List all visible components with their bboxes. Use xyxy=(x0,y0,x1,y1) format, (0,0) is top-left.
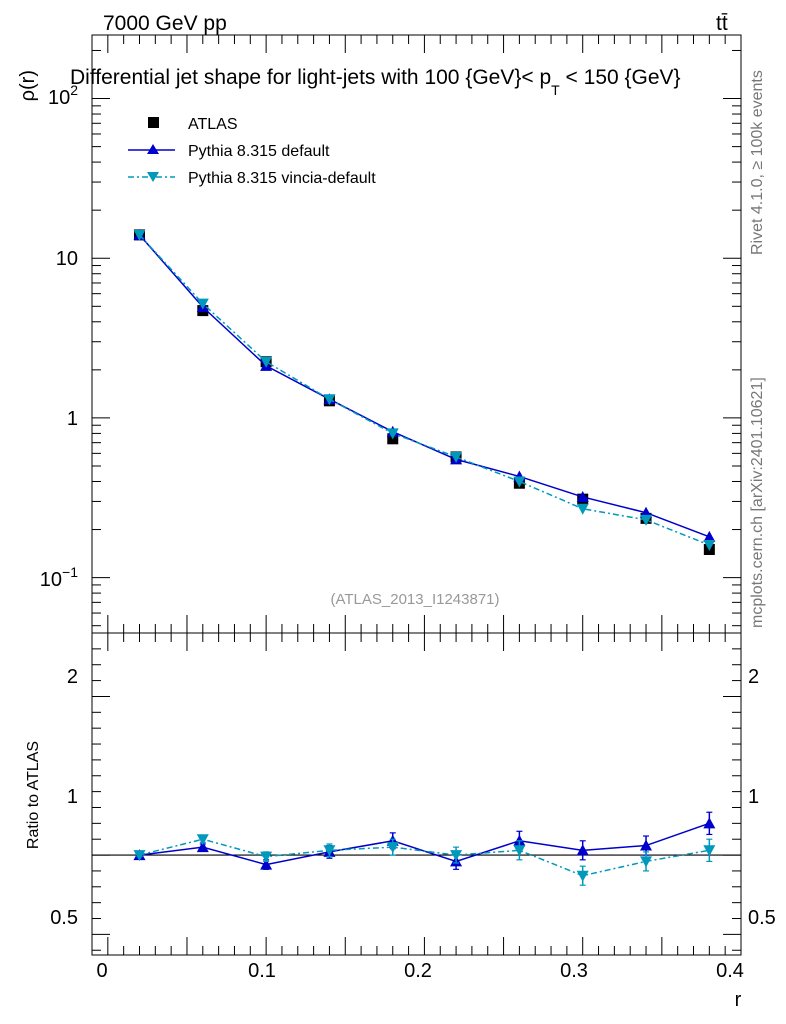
ratio-point-vincia xyxy=(703,845,716,857)
ratio-point-vincia xyxy=(450,850,463,862)
ratio-y-tick-label-0.5: 0.5 xyxy=(50,907,78,929)
ratio-y-axis-label: Ratio to ATLAS xyxy=(25,741,42,849)
ratio-series xyxy=(92,811,741,886)
data-point-vincia xyxy=(576,503,589,515)
x-tick-label-0: 0 xyxy=(96,960,107,982)
process-label: tt̄ xyxy=(716,12,728,35)
ratio-point-vincia xyxy=(513,845,526,857)
ratio-point-vincia xyxy=(386,842,399,854)
ratio-y-tick-label-2-right: 2 xyxy=(748,666,759,688)
legend-marker-vincia xyxy=(147,172,159,182)
legend-marker-default xyxy=(147,144,159,154)
x-tick-labels: 0 0.1 0.2 0.3 0.4 xyxy=(96,960,743,982)
ratio-y-tick-label-2: 2 xyxy=(67,666,78,688)
x-tick-label-0.2: 0.2 xyxy=(404,960,432,982)
ratio-point-vincia xyxy=(133,850,146,862)
ratio-y-tick-label-1: 1 xyxy=(67,786,78,808)
ratio-point-vincia xyxy=(640,856,653,868)
y-tick-label-100: 102 xyxy=(48,82,78,109)
ratio-point-default xyxy=(196,841,209,853)
ratio-point-default xyxy=(576,844,589,856)
series-line-1 xyxy=(138,234,710,538)
x-tick-label-0.1: 0.1 xyxy=(248,960,276,982)
main-series xyxy=(133,228,716,556)
legend-marker-atlas xyxy=(148,117,159,128)
ratio-y-tick-label-1-right: 1 xyxy=(748,786,759,808)
ratio-point-vincia xyxy=(323,845,336,857)
data-point-vincia xyxy=(196,298,209,310)
main-y-axis-label: ρ(r) xyxy=(17,70,39,101)
x-tick-label-0.4: 0.4 xyxy=(716,960,744,982)
series-line-2 xyxy=(138,234,710,546)
data-point-vincia xyxy=(260,356,273,368)
x-tick-label-0.3: 0.3 xyxy=(560,960,588,982)
rivet-version-label: Rivet 4.1.0, ≥ 100k events xyxy=(749,70,766,255)
data-point-vincia xyxy=(450,451,463,463)
legend: ATLAS Pythia 8.315 default Pythia 8.315 … xyxy=(128,116,376,187)
data-point-vincia xyxy=(640,514,653,526)
ratio-point-default xyxy=(703,817,716,829)
y-tick-label-1: 1 xyxy=(67,408,78,430)
ratio-point-default xyxy=(640,839,653,851)
y-tick-label-0.1: 10−1 xyxy=(40,564,78,591)
ratio-point-vincia xyxy=(196,834,209,846)
ratio-y-tick-label-0.5-right: 0.5 xyxy=(748,907,776,929)
data-point-default xyxy=(576,490,589,502)
ratio-point-vincia xyxy=(576,870,589,882)
energy-label: 7000 GeV pp xyxy=(103,12,227,35)
ratio-y-tick-labels: 2 1 0.5 2 1 0.5 xyxy=(50,666,776,929)
data-point-vincia xyxy=(703,540,716,552)
legend-label-default: Pythia 8.315 default xyxy=(188,143,330,160)
data-point-vincia xyxy=(133,229,146,241)
chart-title: Differential jet shape for light-jets wi… xyxy=(70,66,681,98)
ratio-line-1 xyxy=(139,838,710,877)
legend-label-vincia: Pythia 8.315 vincia-default xyxy=(188,170,376,187)
x-axis-label: r xyxy=(735,989,742,1011)
mcplots-label: mcplots.cern.ch [arXiv:2401.10621] xyxy=(749,377,766,628)
data-point-vincia xyxy=(386,428,399,440)
ratio-panel-frame xyxy=(91,632,742,956)
data-point-vincia xyxy=(513,476,526,488)
ratio-line-0 xyxy=(139,822,710,866)
analysis-label: (ATLAS_2013_I1243871) xyxy=(330,591,499,608)
data-point-default xyxy=(703,530,716,542)
ratio-point-vincia xyxy=(260,851,273,863)
legend-label-atlas: ATLAS xyxy=(188,116,238,133)
main-y-tick-labels: 102 10 1 10−1 xyxy=(40,82,78,591)
ratio-point-default xyxy=(260,858,273,870)
y-tick-label-10: 10 xyxy=(56,248,78,270)
data-point-vincia xyxy=(323,394,336,406)
